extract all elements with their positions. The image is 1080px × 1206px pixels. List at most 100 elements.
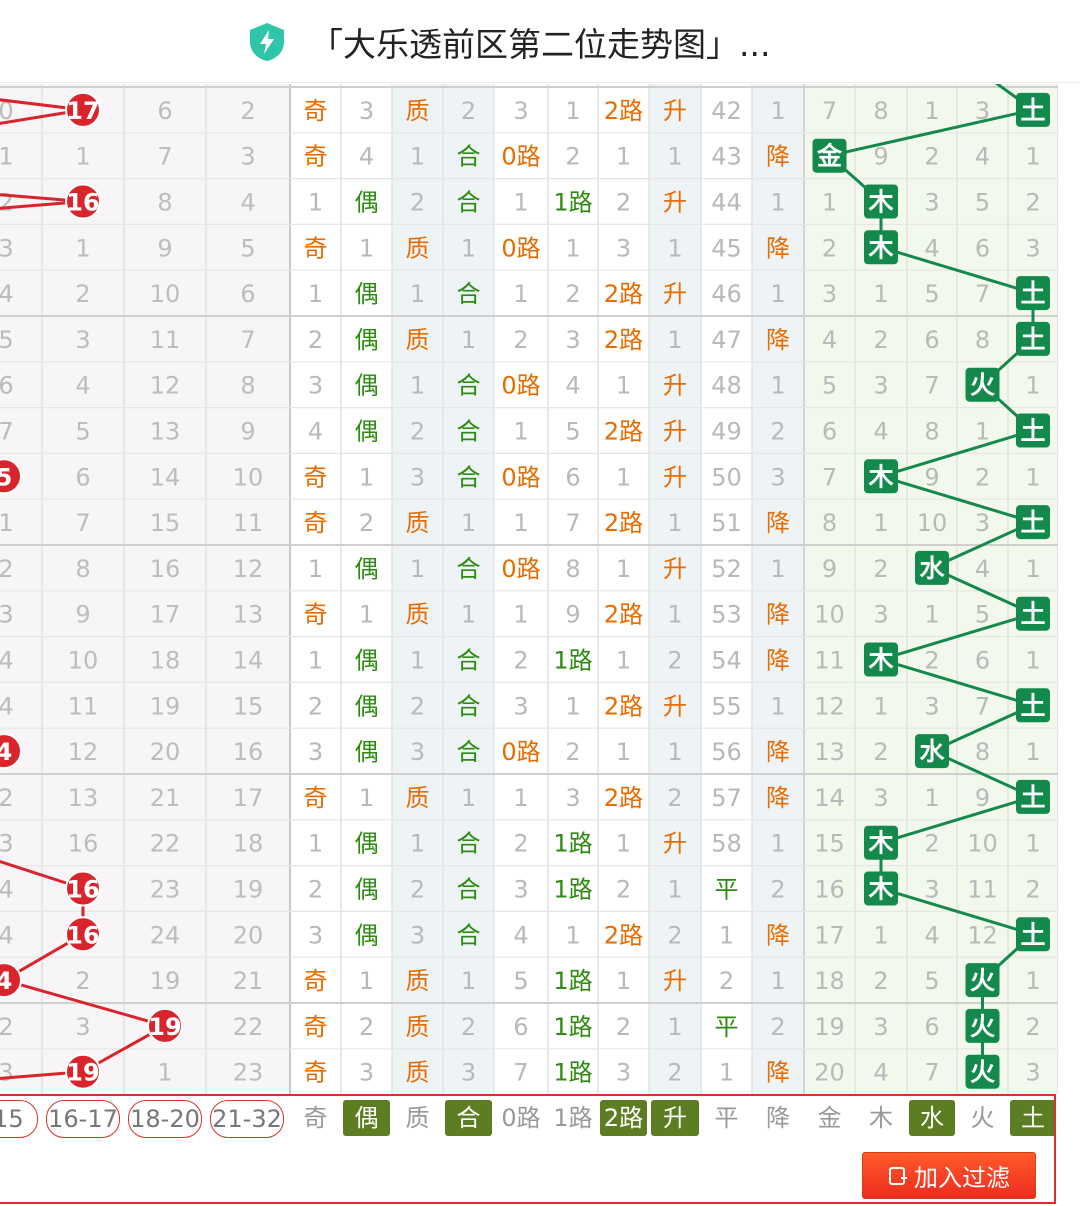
grid-cell-text: 8: [565, 555, 580, 583]
grid-cell-text: 56: [711, 738, 742, 766]
filter-option-3[interactable]: 合: [445, 1100, 492, 1136]
filter-option-10[interactable]: 金: [817, 1104, 842, 1132]
grid-cell-text: 24: [150, 921, 181, 949]
add-filter-button[interactable]: 加入过滤: [862, 1152, 1036, 1199]
grid-cell-text: 1: [461, 234, 476, 262]
grid-cell-text: 1路: [553, 830, 592, 858]
grid-cell-text: 合: [457, 143, 481, 171]
filter-option-1[interactable]: 偶: [343, 1100, 390, 1136]
red-ball-text: 19: [66, 1059, 99, 1087]
grid-cell-text: 1: [616, 967, 631, 995]
grid-cell-text: 4: [308, 418, 323, 446]
grid-cell-text: 2: [770, 1013, 785, 1041]
filter-range-3[interactable]: 21-32: [210, 1100, 284, 1138]
grid-cell-text: 3: [410, 921, 425, 949]
grid-cell-text: 1: [616, 647, 631, 675]
grid-cell-text: 51: [711, 509, 742, 537]
trend-chart-grid[interactable]: 012345675123441234412362奇3质2312路升4217813…: [0, 84, 1080, 1094]
grid-cell-text: 1: [410, 830, 425, 858]
add-filter-label: 加入过滤: [914, 1164, 1010, 1192]
element-marker-text: 木: [867, 646, 893, 675]
grid-cell-text: 12: [233, 555, 264, 583]
grid-cell-text: 13: [150, 418, 181, 446]
rise-zone-bg: [649, 84, 701, 1094]
ball-cell-text: 3: [0, 830, 14, 858]
grid-cell-text: 3: [513, 692, 528, 720]
red-ball-marker: [0, 458, 22, 495]
ball-cell-text: 2: [0, 189, 14, 217]
grid-cell-text: 5: [513, 967, 528, 995]
grid-cell-text: 3: [75, 326, 90, 354]
grid-cell-text: 6: [822, 418, 837, 446]
grid-cell-text: 3: [410, 463, 425, 491]
filter-option-13[interactable]: 火: [970, 1104, 995, 1132]
red-trend-line: [0, 1070, 84, 1080]
grid-cell-text: 偶: [355, 372, 379, 400]
grid-cell-text: 5: [822, 372, 837, 400]
grid-cell-text: 质: [406, 784, 430, 812]
ball-cell-text: 7: [0, 418, 14, 446]
grid-cell-text: 2: [513, 647, 528, 675]
grid-cell-text: 升: [663, 97, 687, 125]
filter-option-4[interactable]: 0路: [501, 1104, 541, 1132]
grid-cell-text: 平: [715, 876, 739, 904]
red-ball-marker: [147, 1007, 183, 1044]
red-ball-text: 16: [66, 876, 99, 904]
filter-option-9[interactable]: 降: [766, 1104, 790, 1132]
grid-cell-text: 1: [513, 601, 528, 629]
grid-cell-text: 奇: [304, 97, 328, 125]
element-marker-text: 火: [970, 1058, 995, 1087]
grid-cell-text: 1: [1025, 372, 1040, 400]
grid-cell-text: 质: [406, 601, 430, 629]
grid-cell-text: 4: [359, 143, 374, 171]
grid-cell-text: 11: [814, 647, 845, 675]
filter-option-5[interactable]: 1路: [553, 1104, 593, 1132]
grid-cell-text: 升: [663, 463, 687, 491]
grid-cell-text: 升: [663, 280, 687, 308]
element-marker: [1016, 413, 1050, 448]
filter-option-6[interactable]: 2路: [600, 1100, 647, 1136]
grid-cell-text: 42: [711, 97, 742, 125]
grid-cell-text: 7: [565, 509, 580, 537]
filter-option-14[interactable]: 土: [1010, 1100, 1056, 1136]
grid-cell-text: 1: [359, 784, 374, 812]
grid-cell-text: 3: [975, 97, 990, 125]
element-marker-text: 水: [919, 554, 945, 583]
grid-cell-text: 1路: [553, 647, 592, 675]
filter-range-1[interactable]: 16-17: [46, 1100, 120, 1138]
grid-cell-text: 降: [766, 601, 790, 629]
filter-range-2[interactable]: 18-20: [128, 1100, 202, 1138]
element-marker-text: 土: [1020, 920, 1045, 949]
element-marker: [915, 550, 949, 585]
grid-cell-text: 18: [814, 967, 845, 995]
ball-zone-bg: [0, 84, 290, 1094]
red-ball-text: 4: [0, 738, 12, 766]
grid-cell-text: 1: [513, 418, 528, 446]
grid-cell-text: 0路: [501, 234, 540, 262]
grid-cell-text: 0路: [501, 463, 540, 491]
grid-cell-text: 2: [410, 189, 425, 217]
grid-cell-text: 降: [766, 509, 790, 537]
grid-cell-text: 5: [565, 418, 580, 446]
grid-cell-text: 4: [975, 143, 990, 171]
filter-option-8[interactable]: 平: [714, 1104, 739, 1132]
grid-cell-text: 2: [616, 189, 631, 217]
filter-option-7[interactable]: 升: [651, 1100, 699, 1136]
grid-cell-text: 奇: [304, 509, 328, 537]
filter-option-12[interactable]: 水: [909, 1100, 955, 1136]
grid-cell-text: 偶: [355, 921, 379, 949]
grid-cell-text: 43: [711, 143, 742, 171]
filter-option-2[interactable]: 质: [405, 1104, 430, 1132]
grid-cell-text: 5: [924, 280, 939, 308]
grid-cell-text: 3: [565, 784, 580, 812]
filter-option-11[interactable]: 木: [869, 1104, 893, 1132]
grid-cell-text: 2路: [604, 280, 643, 308]
red-ball-text: 5: [0, 463, 12, 491]
grid-cell-text: 合: [457, 830, 481, 858]
grid-cell-text: 2: [359, 509, 374, 537]
grid-cell-text: 9: [975, 784, 990, 812]
filter-option-0[interactable]: 奇: [303, 1104, 328, 1132]
grid-cell-text: 合: [457, 189, 481, 217]
grid-cell-text: 0路: [501, 143, 540, 171]
filter-range-0[interactable]: -15: [0, 1100, 38, 1138]
